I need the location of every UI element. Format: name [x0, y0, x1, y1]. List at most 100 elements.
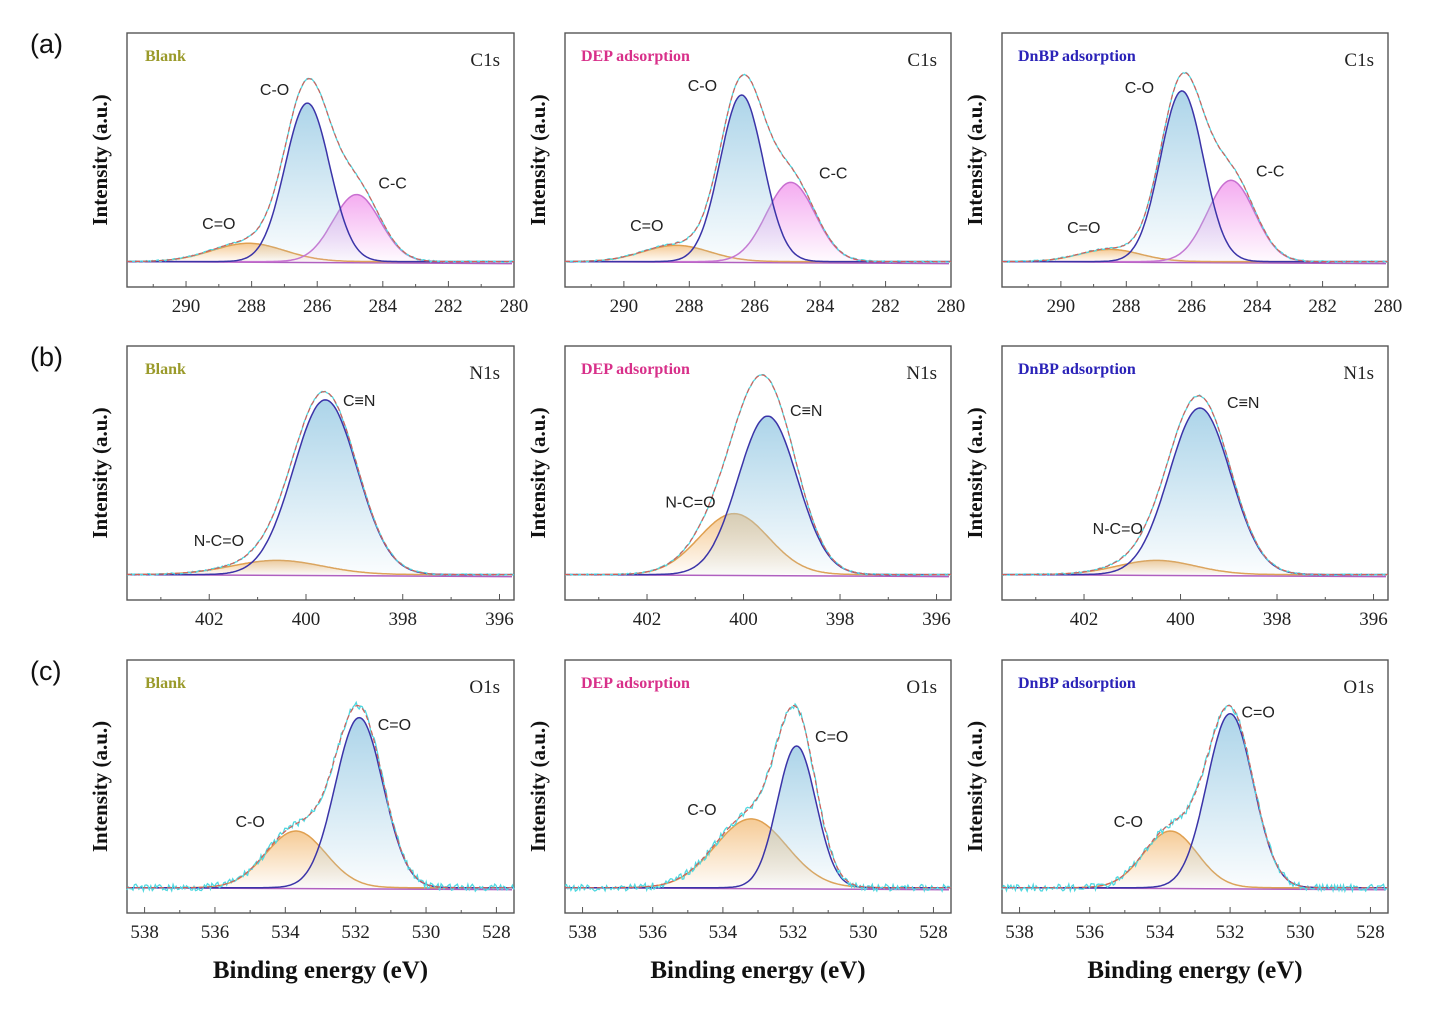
- x-tick-label: 532: [1216, 922, 1245, 943]
- peak-label: C-C: [378, 175, 406, 192]
- condition-label: Blank: [145, 48, 186, 65]
- panel-c1s-2: 290 288 286 284 282 280 Intensity (a.u.) DnBP a…: [963, 32, 1402, 317]
- x-tick-label: 534: [271, 922, 300, 943]
- region-label: O1s: [906, 677, 937, 698]
- x-tick-label: 536: [1075, 922, 1104, 943]
- x-tick-label: 396: [485, 609, 514, 630]
- condition-label: DnBP adsorption: [1018, 48, 1136, 65]
- fitted-envelope: [565, 74, 951, 263]
- plot-frame: [1001, 32, 1389, 288]
- fitted-envelope: [1002, 71, 1388, 263]
- peak-label: C-O: [1125, 80, 1154, 97]
- y-axis-label: Intensity (a.u.): [963, 721, 987, 852]
- peak-fill-c-o: [1002, 713, 1388, 888]
- peak-label: C=O: [815, 729, 848, 746]
- peak-fill-c-n: [565, 416, 951, 575]
- y-axis-label: Intensity (a.u.): [526, 407, 550, 538]
- panel-o1s-0: 538 536 534 532 530 528 Intensity (a.u.) Blank O…: [88, 659, 515, 984]
- peak-label: C-C: [819, 165, 847, 182]
- x-axis-label: Binding energy (eV): [650, 957, 865, 984]
- x-tick-label: 400: [729, 609, 758, 630]
- x-tick-label: 398: [826, 609, 855, 630]
- x-tick-label: 290: [1047, 296, 1076, 317]
- fitted-envelope: [1002, 395, 1388, 576]
- x-tick-label: 532: [341, 922, 370, 943]
- condition-label: DEP adsorption: [581, 361, 690, 378]
- fitted-envelope: [565, 374, 951, 576]
- peak-fill-c-o: [565, 245, 951, 262]
- condition-label: DnBP adsorption: [1018, 675, 1136, 692]
- x-tick-label: 282: [871, 296, 900, 317]
- x-axis-label: Binding energy (eV): [213, 957, 428, 984]
- peak-label: C-O: [1114, 814, 1143, 831]
- x-tick-label: 284: [1243, 296, 1272, 317]
- x-tick-label: 402: [1070, 609, 1099, 630]
- region-label: N1s: [906, 363, 937, 384]
- x-tick-label: 396: [922, 609, 951, 630]
- x-tick-label: 530: [1286, 922, 1315, 943]
- x-tick-label: 402: [195, 609, 224, 630]
- y-axis-label: Intensity (a.u.): [526, 721, 550, 852]
- peak-label: C-O: [235, 814, 264, 831]
- x-tick-label: 284: [806, 296, 835, 317]
- x-tick-label: 290: [610, 296, 639, 317]
- x-tick-label: 530: [849, 922, 878, 943]
- x-tick-label: 398: [388, 609, 417, 630]
- x-tick-label: 282: [1308, 296, 1337, 317]
- x-tick-label: 538: [130, 922, 159, 943]
- region-label: N1s: [1343, 363, 1374, 384]
- panel-n1s-2: 402 400 398 396 Intensity (a.u.) DnBP adsorpt…: [963, 345, 1389, 630]
- condition-label: DEP adsorption: [581, 48, 690, 65]
- peak-fill-c-o: [1002, 249, 1388, 262]
- peak-label: N-C=O: [665, 495, 715, 512]
- peak-label: C-O: [260, 82, 289, 99]
- x-tick-label: 280: [937, 296, 966, 317]
- y-axis-label: Intensity (a.u.): [88, 94, 112, 225]
- x-tick-label: 398: [1263, 609, 1292, 630]
- x-tick-label: 286: [303, 296, 332, 317]
- x-tick-label: 280: [500, 296, 529, 317]
- x-tick-label: 286: [1177, 296, 1206, 317]
- peak-label: C=O: [202, 216, 235, 233]
- x-tick-label: 528: [1356, 922, 1385, 943]
- x-tick-label: 534: [709, 922, 738, 943]
- plot-frame: [564, 345, 952, 601]
- x-tick-label: 534: [1146, 922, 1175, 943]
- x-tick-label: 286: [740, 296, 769, 317]
- peak-label: C-O: [688, 78, 717, 95]
- peak-fill-c-o: [127, 243, 514, 262]
- plot-frame: [126, 32, 515, 288]
- x-tick-label: 290: [172, 296, 201, 317]
- plot-frame: [1001, 345, 1389, 601]
- fitted-envelope: [127, 391, 514, 576]
- peak-label: N-C=O: [194, 533, 244, 550]
- x-tick-label: 400: [1166, 609, 1195, 630]
- peak-fill-c-o: [565, 95, 951, 262]
- panel-o1s-1: 538 536 534 532 530 528 Intensity (a.u.) DEP ad…: [526, 659, 952, 984]
- x-tick-label: 528: [919, 922, 948, 943]
- peak-label: C≡N: [343, 393, 375, 410]
- y-axis-label: Intensity (a.u.): [88, 407, 112, 538]
- peak-label: N-C=O: [1093, 521, 1143, 538]
- row-label-2: (c): [30, 656, 61, 686]
- x-tick-label: 536: [638, 922, 667, 943]
- x-tick-label: 402: [633, 609, 662, 630]
- region-label: C1s: [470, 50, 500, 71]
- peak-label: C=O: [1067, 220, 1100, 237]
- x-tick-label: 532: [779, 922, 808, 943]
- x-tick-label: 396: [1359, 609, 1388, 630]
- x-tick-label: 284: [369, 296, 398, 317]
- peak-fill-c-o: [1002, 90, 1388, 262]
- x-tick-label: 538: [568, 922, 597, 943]
- peak-label: C=O: [378, 717, 411, 734]
- peak-fill-c-o: [127, 717, 514, 888]
- plot-frame: [564, 32, 952, 288]
- row-label-0: (a): [30, 29, 63, 59]
- fitted-envelope: [127, 78, 514, 263]
- peak-label: C=O: [1241, 705, 1274, 722]
- region-label: O1s: [469, 677, 500, 698]
- x-tick-label: 536: [201, 922, 230, 943]
- y-axis-label: Intensity (a.u.): [963, 407, 987, 538]
- x-tick-label: 530: [412, 922, 441, 943]
